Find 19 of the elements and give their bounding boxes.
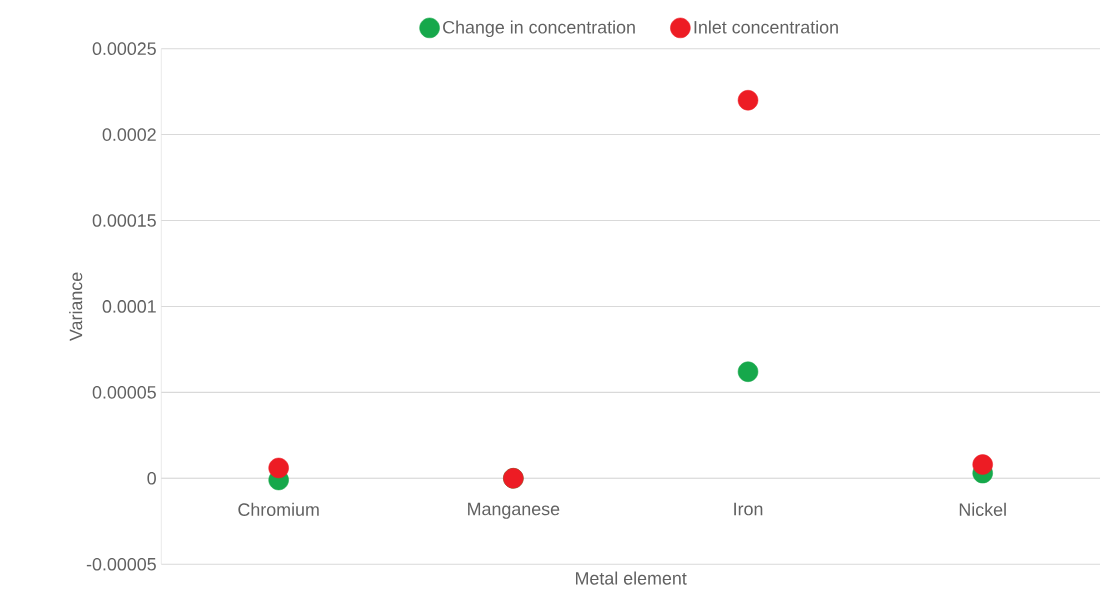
x-tick-label: Iron (734, 502, 763, 516)
x-axis-title: Metal element (576, 571, 687, 585)
legend-label: Inlet concentration (694, 20, 838, 34)
y-tick-label: 0.00025 (92, 42, 156, 55)
y-tick-label: 0 (147, 471, 156, 485)
point (737, 90, 759, 111)
y-tick-label: 0.00005 (92, 386, 156, 399)
y-tick-label: 0.00015 (92, 214, 156, 227)
y-tick-label: 0.0002 (102, 128, 156, 141)
point (972, 454, 993, 475)
x-tick-label: Manganese (468, 502, 560, 519)
x-tick-label: Chromium (238, 502, 319, 516)
y-axis-title: Variance (69, 272, 83, 341)
y-tick-label: 0.0001 (102, 300, 156, 313)
point (268, 457, 289, 479)
point (737, 361, 759, 382)
x-tick-label: Nickel (959, 502, 1006, 516)
legend-label: Change in concentration (443, 20, 635, 38)
y-tick-label: -0.00005 (86, 557, 156, 571)
